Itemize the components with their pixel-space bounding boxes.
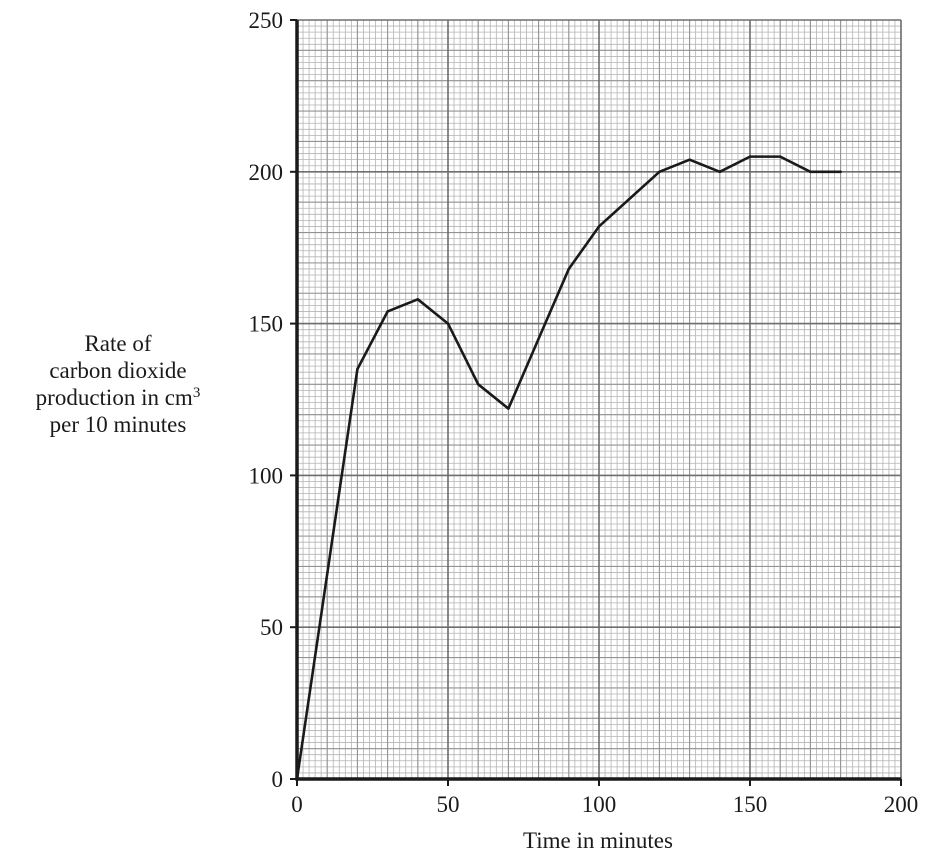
y-tick-label: 250 — [249, 8, 284, 33]
data-point — [416, 298, 419, 301]
data-point — [839, 170, 842, 173]
y-tick-label: 0 — [272, 767, 284, 792]
data-point — [477, 383, 480, 386]
y-axis-title: Rate of carbon dioxide production in cm3… — [6, 330, 230, 438]
data-point — [809, 170, 812, 173]
x-tick-label: 200 — [884, 792, 919, 817]
x-tick-label: 0 — [291, 792, 303, 817]
x-axis-title: Time in minutes — [523, 828, 673, 853]
y-axis-title-line-3-text: production in cm — [35, 385, 193, 410]
data-point — [356, 367, 359, 371]
y-axis-title-line-2: carbon dioxide — [49, 358, 187, 383]
grid — [296, 19, 902, 780]
y-tick-label: 200 — [249, 160, 284, 185]
data-point — [628, 197, 631, 201]
data-point — [507, 407, 510, 410]
x-tick-label: 150 — [733, 792, 768, 817]
x-tick-label: 100 — [582, 792, 617, 817]
y-tick-label: 150 — [249, 312, 284, 337]
y-tick-label: 100 — [249, 463, 284, 488]
y-axis-title-superscript: 3 — [192, 385, 201, 401]
data-point — [446, 322, 450, 325]
data-point — [597, 225, 601, 228]
y-axis-title-line-3: production in cm3 — [6, 384, 230, 411]
x-tick-label: 50 — [437, 792, 460, 817]
data-point — [386, 310, 389, 313]
data-point — [567, 267, 570, 271]
series-line — [295, 155, 842, 781]
y-axis-title-line-4: per 10 minutes — [49, 412, 187, 437]
data-point — [537, 337, 540, 340]
data-point — [748, 155, 752, 158]
data-point — [658, 170, 661, 173]
tick-labels: 0 50 100 150 200 0 50 100 150 200 250 — [249, 8, 919, 817]
data-point — [779, 155, 782, 158]
data-point — [688, 158, 691, 161]
y-axis-title-line-1: Rate of — [84, 331, 152, 356]
data-point — [718, 170, 721, 173]
y-tick-label: 50 — [260, 615, 283, 640]
series-layer — [295, 155, 842, 781]
